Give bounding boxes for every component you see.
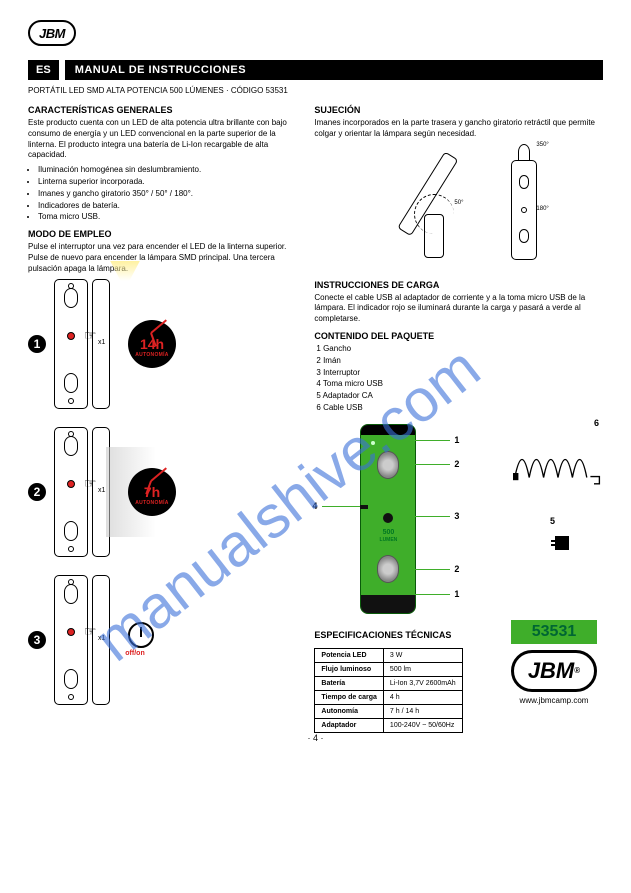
- lumen-label: LUMEN: [361, 537, 415, 543]
- spec-key: Flujo luminoso: [315, 662, 384, 676]
- heading-charge: INSTRUCCIONES DE CARGA: [314, 280, 603, 290]
- spec-val: 100-240V ~ 50/60Hz: [383, 718, 462, 732]
- lamp-diagram: ☞ x1: [54, 427, 110, 557]
- text-operation: Pulse el interruptor una vez para encend…: [28, 242, 294, 274]
- step-2: 2 ☞ x1 7h AUTONOMÍA: [28, 427, 294, 557]
- table-row: Tiempo de carga4 h: [315, 690, 462, 704]
- callout-6: 6: [594, 418, 599, 428]
- autonomy-label: AUTONOMÍA: [135, 500, 168, 506]
- callout-4: 4: [312, 501, 317, 511]
- autonomy-badge: 14h AUTONOMÍA: [128, 320, 176, 368]
- step-number-icon: 3: [28, 631, 46, 649]
- spec-key: Autonomía: [315, 704, 384, 718]
- feature-item: Iluminación homogénea sin deslumbramient…: [38, 165, 294, 176]
- autonomy-badge: 7h AUTONOMÍA: [128, 468, 176, 516]
- tilt-diagram: 50° 350° 180°: [354, 144, 603, 274]
- rotation-arc-icon: [414, 194, 454, 234]
- press-count: x1: [98, 635, 105, 642]
- subtitle: PORTÁTIL LED SMD ALTA POTENCIA 500 LÚMEN…: [28, 86, 603, 95]
- feature-item: Toma micro USB.: [38, 212, 294, 223]
- callout-1: 1: [454, 435, 459, 445]
- spec-key: Potencia LED: [315, 648, 384, 662]
- page-number: · 4 ·: [307, 733, 323, 743]
- contents-item: 2 Imán: [316, 356, 603, 367]
- spec-val: 4 h: [383, 690, 462, 704]
- title-lang: ES: [28, 60, 59, 80]
- feature-item: Imanes y gancho giratorio 350° / 50° / 1…: [38, 189, 294, 200]
- text-fixation: Imanes incorporados en la parte trasera …: [314, 118, 603, 140]
- power-icon: [128, 622, 154, 648]
- spec-val: 3 W: [383, 648, 462, 662]
- angle-label: 50°: [454, 200, 463, 206]
- brand-block: 53531 JBM® www.jbmcamp.com: [511, 620, 597, 705]
- contents-item: 6 Cable USB: [316, 403, 603, 414]
- spec-val: 7 h / 14 h: [383, 704, 462, 718]
- lamp-back-icon: [54, 427, 88, 557]
- website-url: www.jbmcamp.com: [511, 696, 597, 705]
- contents-list: 1 Gancho 2 Imán 3 Interruptor 4 Toma mic…: [314, 344, 603, 414]
- press-count: x1: [98, 339, 105, 346]
- text-features: Este producto cuenta con un LED de alta …: [28, 118, 294, 161]
- press-count: x1: [98, 487, 105, 494]
- table-row: BateríaLi-Ion 3,7V 2600mAh: [315, 676, 462, 690]
- heading-features: CARACTERÍSTICAS GENERALES: [28, 105, 294, 115]
- callout-2: 2: [454, 459, 459, 469]
- contents-item: 5 Adaptador CA: [316, 391, 603, 402]
- table-row: Autonomía7 h / 14 h: [315, 704, 462, 718]
- heading-operation: MODO DE EMPLEO: [28, 229, 294, 239]
- table-row: Adaptador100-240V ~ 50/60Hz: [315, 718, 462, 732]
- callout-5: 5: [550, 516, 555, 526]
- contents-item: 1 Gancho: [316, 344, 603, 355]
- feature-item: Linterna superior incorporada.: [38, 177, 294, 188]
- callout-2b: 2: [454, 564, 459, 574]
- spec-key: Batería: [315, 676, 384, 690]
- adapter-icon: [549, 530, 575, 556]
- table-row: Flujo luminoso500 lm: [315, 662, 462, 676]
- product-code: 53531: [511, 620, 597, 644]
- title-main: MANUAL DE INSTRUCCIONES: [65, 60, 603, 80]
- angle-label: 350°: [536, 142, 548, 148]
- lamp-back-icon: [54, 575, 88, 705]
- power-label: off/on: [125, 650, 144, 657]
- callout-3: 3: [454, 511, 459, 521]
- text-charge: Conecte el cable USB al adaptador de cor…: [314, 293, 603, 325]
- features-list: Iluminación homogénea sin deslumbramient…: [28, 165, 294, 223]
- contents-item: 3 Interruptor: [316, 368, 603, 379]
- lamp-diagram: ☞ x1: [54, 279, 110, 409]
- spec-val: Li-Ion 3,7V 2600mAh: [383, 676, 462, 690]
- spec-key: Tiempo de carga: [315, 690, 384, 704]
- spec-val: 500 lm: [383, 662, 462, 676]
- hand-press-icon: ☞: [84, 327, 97, 344]
- autonomy-label: AUTONOMÍA: [135, 352, 168, 358]
- heading-fixation: SUJECIÓN: [314, 105, 603, 115]
- cable-icon: [513, 434, 603, 494]
- feature-item: Indicadores de batería.: [38, 201, 294, 212]
- product-icon: 500 LUMEN: [360, 424, 416, 614]
- hook-icon: [518, 144, 530, 160]
- spec-key: Adaptador: [315, 718, 384, 732]
- step-number-icon: 2: [28, 483, 46, 501]
- lamp-back-icon: [511, 160, 537, 260]
- product-diagram: 500 LUMEN 1 2 3 4 2 1 6 5: [314, 424, 603, 624]
- lumen-value: 500: [361, 529, 415, 536]
- lamp-diagram: ☞ x1: [54, 575, 110, 705]
- step-3: 3 ☞ x1 off/on: [28, 575, 294, 705]
- angle-label: 180°: [536, 206, 548, 212]
- table-row: Potencia LED3 W: [315, 648, 462, 662]
- brand-logo-big: JBM®: [511, 650, 597, 692]
- heading-contents: CONTENIDO DEL PAQUETE: [314, 331, 603, 341]
- step-1: 1 ☞ x1 14h AUTONOMÍA: [28, 279, 294, 409]
- contents-item: 4 Toma micro USB: [316, 379, 603, 390]
- hand-press-icon: ☞: [84, 475, 97, 492]
- lamp-back-icon: [54, 279, 88, 409]
- hand-press-icon: ☞: [84, 623, 97, 640]
- callout-1b: 1: [454, 589, 459, 599]
- hook-diagram: [504, 144, 544, 264]
- spec-table: Potencia LED3 W Flujo luminoso500 lm Bat…: [314, 648, 462, 733]
- step-number-icon: 1: [28, 335, 46, 353]
- title-bar: ES MANUAL DE INSTRUCCIONES: [28, 60, 603, 80]
- brand-logo-top: JBM: [28, 20, 76, 46]
